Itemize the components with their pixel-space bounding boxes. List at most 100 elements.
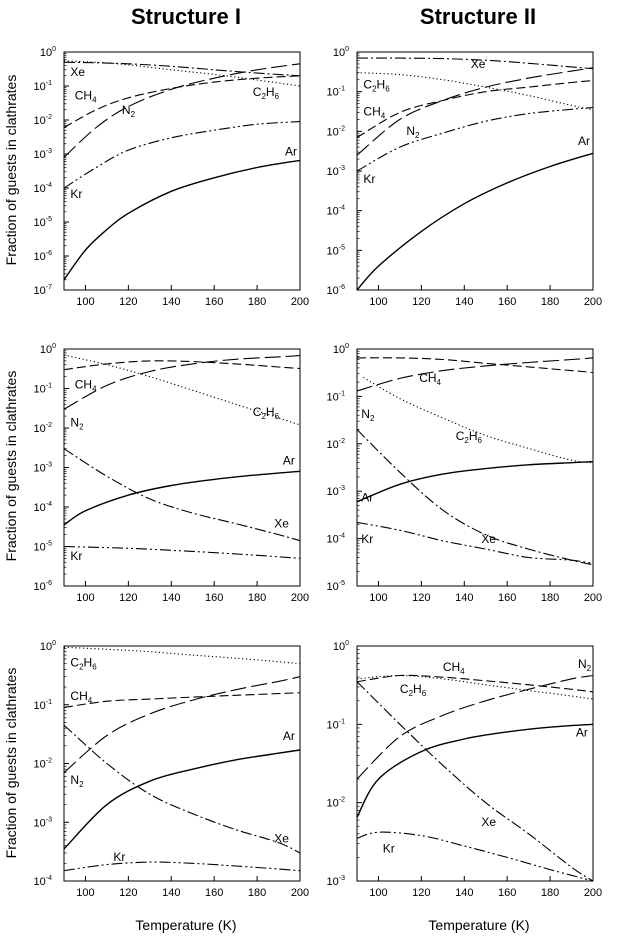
panel-c-xtick-label: 200	[291, 592, 309, 604]
panel-a-ytick-label: 10-4	[34, 182, 53, 195]
panel-d-label-kr: Kr	[361, 532, 373, 546]
panel-d-label-n2: N2	[361, 407, 375, 423]
panel-b-series-ar	[356, 152, 594, 291]
panel-a-xtick-label: 180	[248, 296, 266, 308]
panel-d-label-ch4: CH4	[419, 371, 441, 387]
panel-e-series-xe	[63, 724, 301, 854]
panel-b-series-xe	[357, 57, 594, 70]
panel-d-ytick-label: 100	[333, 343, 349, 356]
panel-b-label-ch4: CH4	[363, 105, 385, 121]
panel-c-xtick-label: 120	[119, 592, 137, 604]
panel-d-series-n2	[356, 357, 594, 392]
panel-e-xtick-label: 200	[291, 887, 309, 899]
panel-d-xtick-label: 180	[541, 592, 559, 604]
panel-e-xtick-label: 160	[205, 887, 223, 899]
panel-c-frame	[63, 348, 301, 587]
panel-c-series-n2	[63, 355, 301, 410]
panel-c-series-kr	[63, 545, 301, 559]
panel-b-label-xe: Xe	[471, 57, 486, 71]
panel-a-series-kr	[63, 121, 301, 189]
panel-b-series-c2h6	[356, 72, 594, 111]
panel-e: 10-4 10-3 10-2 10-1 100 100 120 140 160 180 200 C2H…	[34, 640, 310, 899]
panel-b-series-kr	[356, 106, 594, 172]
panel-a-ytick-label: 10-1	[34, 80, 53, 93]
panel-a-series-ar	[63, 159, 301, 281]
panel-d-frame	[356, 348, 594, 587]
panel-f: 10-3 10-2 10-1 100 100 120 140 160 180 200 CH4 N2 C2…	[327, 640, 603, 899]
panel-f-label-xe: Xe	[481, 815, 496, 829]
panel-f-xtick-label: 160	[498, 887, 516, 899]
panel-d-xtick-label: 140	[455, 592, 473, 604]
panel-c-ytick-label: 10-6	[34, 580, 53, 593]
panel-a-label-ch4: CH4	[75, 89, 97, 105]
panel-c-xtick-label: 100	[76, 592, 94, 604]
panel-d-series-ch4	[356, 357, 594, 374]
panel-b-ytick-label: 10-4	[327, 205, 346, 218]
panel-b-ytick-label: 10-6	[327, 284, 346, 297]
panel-d-label-ar: Ar	[361, 491, 373, 505]
panel-b-xtick-label: 180	[541, 296, 559, 308]
panel-e-series-ch4	[63, 692, 301, 708]
panel-c-series-ch4	[63, 360, 301, 371]
panel-b-series-ch4	[356, 80, 594, 138]
panel-e-xtick-label: 140	[162, 887, 180, 899]
panel-f-xtick-label: 140	[455, 887, 473, 899]
panel-f-ytick-label: 10-3	[327, 875, 346, 888]
panel-b-xtick-label: 160	[498, 296, 516, 308]
panel-e-xtick-label: 100	[76, 887, 94, 899]
panel-f-label-kr: Kr	[383, 842, 395, 856]
panel-f-xtick-label: 200	[584, 887, 602, 899]
panel-e-label-n2: N2	[70, 773, 84, 789]
panel-b: 10-6 10-5 10-4 10-3 10-2 10-1 100 100 120 140 160 1…	[327, 46, 603, 308]
panel-c-label-n2: N2	[70, 415, 84, 431]
panel-f-ytick-label: 10-1	[327, 718, 346, 731]
panel-f-ytick-label: 100	[333, 640, 349, 653]
panel-b-ytick-label: 10-2	[327, 125, 346, 138]
panel-e-xtick-label: 120	[119, 887, 137, 899]
panel-a-xtick-label: 200	[291, 296, 309, 308]
panel-e-label-kr: Kr	[113, 850, 125, 864]
panel-f-label-ch4: CH4	[443, 660, 465, 676]
y-axis-title-row-2: Fraction of guests in clathrates	[3, 371, 19, 562]
y-axis-title-row-1: Fraction of guests in clathrates	[3, 75, 19, 266]
panel-b-label-ar: Ar	[578, 134, 590, 148]
panel-d: 10-5 10-4 10-3 10-2 10-1 100 100 120 140 160 180 20…	[327, 343, 603, 604]
x-axis-title-right: Temperature (K)	[428, 917, 529, 933]
panel-d-ytick-label: 10-1	[327, 390, 346, 403]
panel-c-label-ar: Ar	[283, 453, 295, 467]
panel-c-xtick-label: 140	[162, 592, 180, 604]
panel-d-xtick-label: 100	[369, 592, 387, 604]
panel-a-ytick-label: 100	[40, 46, 56, 59]
panel-c-xtick-label: 180	[248, 592, 266, 604]
panel-b-ytick-label: 10-1	[327, 86, 346, 99]
panel-d-ytick-label: 10-3	[327, 485, 346, 498]
panel-c-label-ch4: CH4	[75, 378, 97, 394]
panel-f-series-kr	[356, 831, 594, 882]
panel-b-label-n2: N2	[406, 124, 420, 140]
panel-d-series-kr	[356, 521, 594, 564]
panel-d-series-c2h6	[363, 377, 594, 464]
panel-b-xtick-label: 200	[584, 296, 602, 308]
panel-b-xtick-label: 100	[369, 296, 387, 308]
panel-b-xtick-label: 120	[412, 296, 430, 308]
panel-d-label-c2h6: C2H6	[456, 429, 483, 445]
panel-d-label-xe: Xe	[481, 532, 496, 546]
panel-a-label-c2h6: C2H6	[253, 85, 280, 101]
column-title-structure-2: Structure II	[420, 4, 536, 29]
column-title-structure-1: Structure I	[131, 4, 241, 29]
panel-f-label-c2h6: C2H6	[400, 682, 427, 698]
panel-c-series-c2h6	[63, 354, 301, 426]
panel-c-series-ar	[63, 470, 301, 526]
panel-e-series-kr	[63, 861, 301, 872]
panel-c-label-c2h6: C2H6	[253, 405, 280, 421]
panel-f-series-ch4	[356, 674, 594, 693]
panel-e-xtick-label: 180	[248, 887, 266, 899]
panel-a: 10-7 10-6 10-5 10-4 10-3 10-2 10-1 100 100 120 140…	[34, 46, 310, 308]
panel-e-ytick-label: 10-1	[34, 699, 53, 712]
panel-a-series-n2	[63, 63, 301, 158]
panel-a-series-xe	[63, 61, 301, 77]
y-axis-title-row-3: Fraction of guests in clathrates	[3, 668, 19, 859]
panel-d-series-ar	[356, 461, 594, 503]
panel-b-xtick-label: 140	[455, 296, 473, 308]
